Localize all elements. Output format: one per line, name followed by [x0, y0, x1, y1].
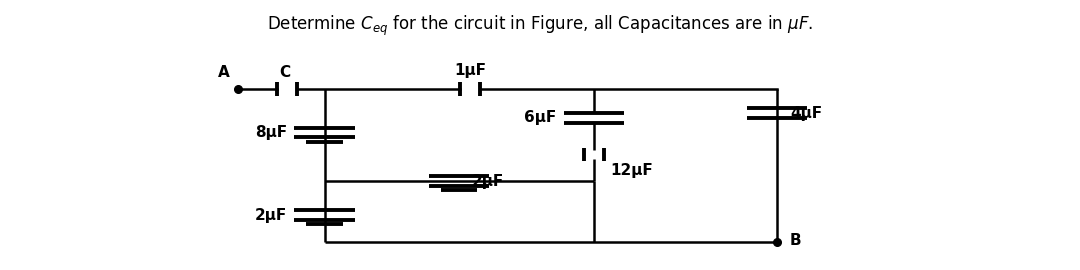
- Text: Determine $C_{eq}$ for the circuit in Figure, all Capacitances are in $\mu F$.: Determine $C_{eq}$ for the circuit in Fi…: [267, 14, 813, 38]
- Text: 2μF: 2μF: [255, 208, 287, 223]
- Text: A: A: [218, 65, 230, 80]
- Text: 1μF: 1μF: [454, 63, 486, 78]
- Text: B: B: [789, 234, 801, 248]
- Text: C: C: [279, 65, 291, 80]
- Text: 2μF: 2μF: [472, 174, 504, 189]
- Text: 12μF: 12μF: [610, 163, 652, 178]
- Text: 4μF: 4μF: [789, 106, 822, 121]
- Text: 6μF: 6μF: [524, 110, 556, 126]
- Text: 8μF: 8μF: [255, 125, 287, 140]
